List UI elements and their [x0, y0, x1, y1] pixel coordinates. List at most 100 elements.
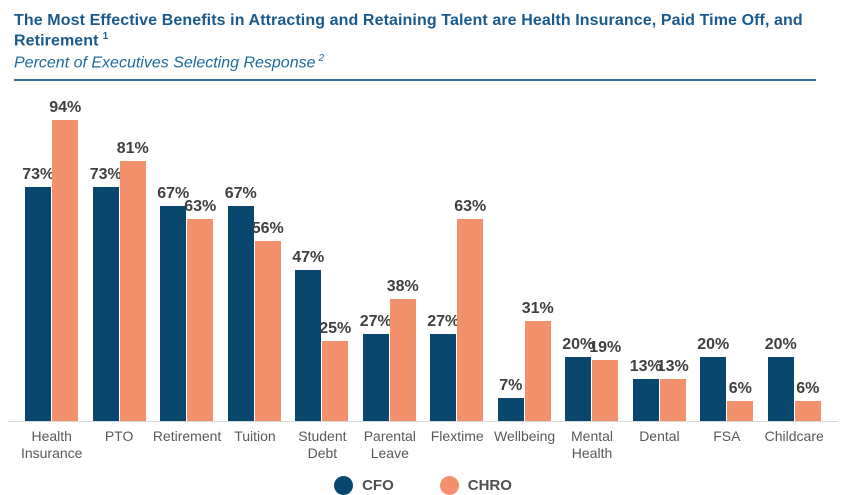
bar-chro	[659, 379, 686, 421]
category-label: Dental	[639, 427, 680, 444]
bar-wrap-chro: 31%	[522, 300, 554, 421]
bar-wrap-cfo: 67%	[157, 185, 190, 421]
bar-pair: 7% 31%	[497, 300, 554, 421]
chart-title: The Most Effective Benefits in Attractin…	[14, 11, 832, 51]
bar-value-label: 13%	[656, 358, 689, 376]
bar-cfo	[92, 187, 119, 421]
bar-chro	[794, 401, 821, 421]
legend-label-chro: CHRO	[467, 476, 512, 494]
bar-wrap-cfo: 27%	[360, 313, 392, 421]
category-label: Mental Health	[571, 427, 614, 462]
legend-label-cfo: CFO	[362, 476, 394, 494]
chart-subtitle: Percent of Executives Selecting Response…	[14, 53, 832, 72]
bar-chro	[52, 119, 79, 421]
bar-value-label: 27%	[427, 313, 460, 331]
bar-value-label: 67%	[157, 185, 190, 203]
header-divider	[14, 78, 816, 81]
bar-chro	[727, 401, 754, 421]
bar-wrap-chro: 6%	[727, 380, 754, 421]
bar-pair: 27% 63%	[427, 198, 486, 421]
bar-wrap-chro: 63%	[184, 198, 216, 421]
bar-value-label: 73%	[89, 166, 122, 184]
bar-group: 7% 31%	[491, 300, 559, 421]
bar-cfo	[295, 270, 322, 421]
bar-wrap-chro: 13%	[656, 358, 689, 421]
bar-value-label: 81%	[116, 140, 149, 158]
category-label: Childcare	[764, 427, 824, 444]
legend-item-chro: CHRO	[439, 475, 512, 495]
bar-value-label: 67%	[224, 185, 257, 203]
bar-pair: 73% 81%	[89, 140, 149, 421]
category-label: Parental Leave	[363, 427, 416, 462]
bar-value-label: 56%	[251, 220, 284, 238]
bar-group: 73% 94%	[18, 99, 86, 421]
category-label: FSA	[713, 427, 741, 444]
category-label: Retirement	[152, 427, 222, 444]
bar-chro	[389, 299, 416, 421]
bar-group: 20% 19%	[558, 336, 626, 421]
bar-group: 13% 13%	[626, 358, 694, 421]
bar-value-label: 7%	[499, 377, 523, 395]
bar-wrap-cfo: 20%	[765, 336, 797, 421]
bar-cfo	[430, 334, 457, 421]
bar-value-label: 47%	[292, 249, 325, 267]
bar-wrap-cfo: 7%	[497, 377, 524, 421]
bar-cfo	[700, 356, 727, 421]
bar-wrap-cfo: 27%	[427, 313, 460, 421]
bar-value-label: 20%	[562, 335, 595, 353]
bar-chro	[187, 219, 214, 421]
bar-group: 20% 6%	[693, 336, 761, 421]
bar-wrap-chro: 63%	[454, 198, 486, 421]
bar-value-label: 6%	[796, 380, 820, 398]
bar-wrap-cfo: 20%	[562, 335, 595, 421]
bar-cfo	[632, 379, 659, 421]
bar-wrap-cfo: 47%	[292, 249, 325, 421]
bar-value-label: 13%	[629, 358, 662, 376]
bar-wrap-chro: 94%	[49, 98, 82, 421]
bar-wrap-chro: 38%	[387, 278, 419, 421]
bar-pair: 47% 25%	[292, 249, 352, 421]
bar-chro	[524, 321, 551, 421]
plot-area: 73% 94% 73% 81% 67% 63% 67% 56% 47% 25% 27% 38% 27% 6…	[6, 81, 840, 421]
chart-title-text: The Most Effective Benefits in Attractin…	[14, 12, 803, 50]
bar-chro	[119, 161, 146, 421]
category-label: Tuition	[234, 427, 276, 444]
bar-wrap-chro: 81%	[116, 140, 149, 421]
category-label: Wellbeing	[493, 427, 556, 444]
bar-group: 73% 81%	[86, 140, 154, 421]
bar-cfo	[25, 187, 52, 421]
bar-cfo	[565, 356, 592, 421]
bar-chro	[322, 340, 349, 421]
category-label: Health Insurance	[20, 427, 83, 462]
category-label: Flextime	[430, 427, 484, 444]
bar-group: 67% 56%	[221, 185, 289, 421]
bar-chro	[457, 219, 484, 421]
bar-value-label: 19%	[589, 338, 622, 356]
subtitle-footnote-marker: 2	[318, 53, 325, 65]
bar-cfo	[767, 356, 794, 421]
bar-value-label: 94%	[49, 98, 82, 116]
bar-pair: 67% 56%	[224, 185, 284, 421]
bar-pair: 73% 94%	[22, 98, 82, 421]
bar-group: 47% 25%	[288, 249, 356, 421]
chart-subtitle-text: Percent of Executives Selecting Response	[14, 54, 316, 72]
bar-group: 67% 63%	[153, 185, 221, 421]
bar-wrap-cfo: 73%	[22, 166, 54, 421]
bar-cfo	[160, 206, 187, 421]
bar-value-label: 25%	[319, 319, 352, 337]
x-axis-labels: Health Insurance PTO Retirement Tuition Stud…	[6, 428, 840, 463]
bar-cfo	[497, 398, 524, 421]
chart-header: The Most Effective Benefits in Attractin…	[0, 0, 846, 81]
bar-wrap-cfo: 73%	[89, 166, 122, 421]
bar-value-label: 20%	[697, 335, 730, 353]
bar-cfo	[227, 206, 254, 421]
bar-group: 27% 38%	[356, 278, 424, 421]
category-label: Student Debt	[298, 427, 347, 462]
legend-dot-chro	[439, 475, 459, 495]
bar-pair: 13% 13%	[629, 358, 689, 421]
bar-group: 20% 6%	[761, 336, 829, 421]
bar-wrap-cfo: 13%	[629, 358, 662, 421]
bar-chro	[592, 359, 619, 421]
bar-pair: 20% 6%	[765, 336, 821, 421]
